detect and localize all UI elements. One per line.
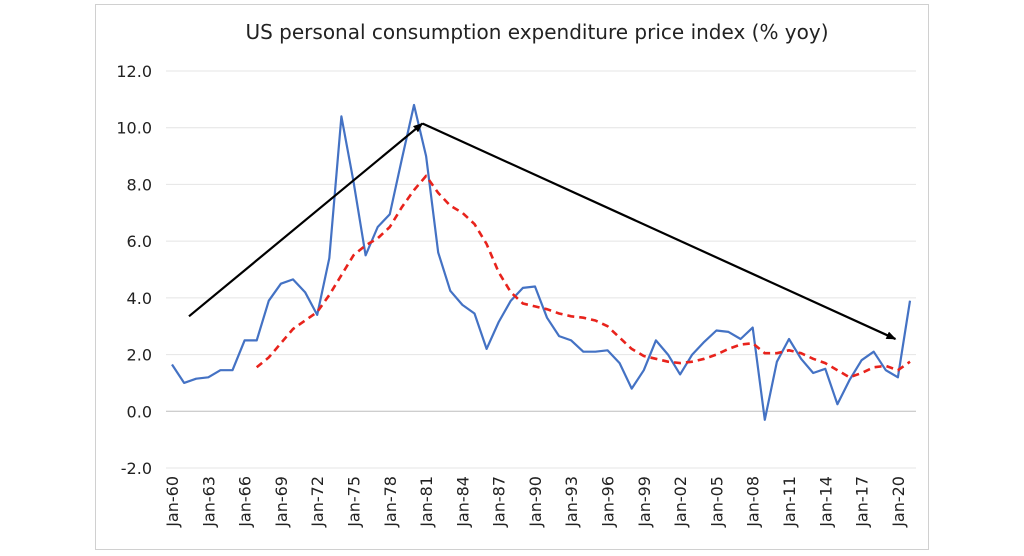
x-tick-label: Jan-81 — [417, 476, 436, 528]
x-tick-label: Jan-11 — [780, 476, 799, 528]
chart-frame: US personal consumption expenditure pric… — [95, 4, 929, 550]
x-tick-label: Jan-60 — [163, 476, 182, 528]
series-lines — [171, 103, 912, 421]
x-tick-label: Jan-99 — [635, 476, 654, 528]
y-tick-label: 8.0 — [127, 175, 152, 194]
grid-lines — [166, 70, 916, 469]
x-tick-label: Jan-93 — [562, 476, 581, 528]
series-line-solid — [171, 103, 912, 421]
x-tick-label: Jan-08 — [744, 476, 763, 528]
x-tick-label: Jan-66 — [236, 476, 255, 528]
y-tick-label: 4.0 — [127, 289, 152, 308]
line-chart: US personal consumption expenditure pric… — [116, 20, 916, 528]
trend-arrow — [421, 122, 897, 340]
x-axis-ticks: Jan-60 Jan-63 Jan-66 Jan-69 Jan-72 Jan-75 Jan-… — [163, 476, 908, 528]
trend-arrow — [188, 122, 424, 318]
x-tick-label: Jan-90 — [526, 476, 545, 528]
x-tick-label: Jan-14 — [816, 476, 835, 528]
trend-arrows — [188, 122, 897, 340]
chart-title: US personal consumption expenditure pric… — [245, 20, 828, 44]
y-tick-label: -2.0 — [121, 459, 152, 478]
series-line-dashed — [255, 174, 911, 379]
x-tick-label: Jan-78 — [381, 476, 400, 528]
x-tick-label: Jan-63 — [199, 476, 218, 528]
x-tick-label: Jan-87 — [490, 476, 509, 528]
x-tick-label: Jan-96 — [599, 476, 618, 528]
x-tick-label: Jan-02 — [671, 476, 690, 528]
y-tick-label: 0.0 — [127, 402, 152, 421]
y-tick-label: 10.0 — [116, 119, 152, 138]
y-tick-label: 12.0 — [116, 62, 152, 81]
x-tick-label: Jan-05 — [707, 476, 726, 528]
y-tick-label: 6.0 — [127, 232, 152, 251]
x-tick-label: Jan-72 — [308, 476, 327, 528]
x-tick-label: Jan-17 — [853, 476, 872, 528]
y-tick-label: 2.0 — [127, 346, 152, 365]
x-tick-label: Jan-20 — [889, 476, 908, 528]
x-tick-label: Jan-75 — [345, 476, 364, 528]
x-tick-label: Jan-69 — [272, 476, 291, 528]
x-tick-label: Jan-84 — [453, 476, 472, 528]
y-axis-ticks: -2.0 0.0 2.0 4.0 6.0 8.0 10.0 12.0 — [116, 62, 152, 478]
